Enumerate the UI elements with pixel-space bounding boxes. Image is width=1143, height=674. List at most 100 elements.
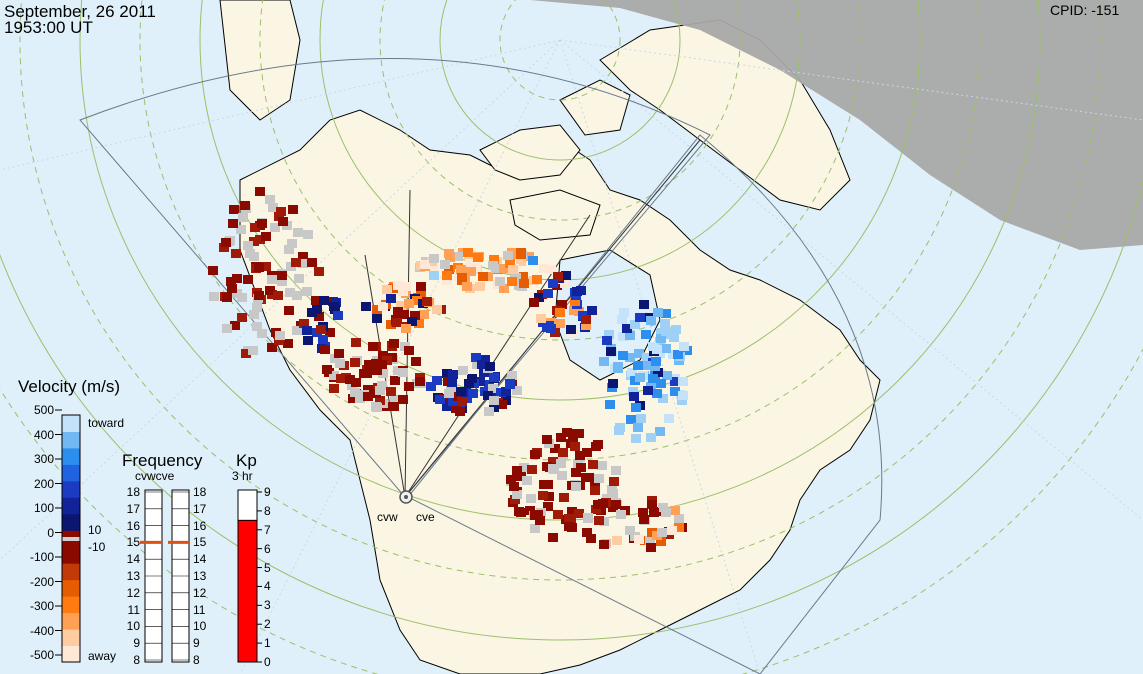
scatter-cell: [410, 311, 420, 320]
frequency-tick-label-left: 15: [126, 535, 140, 550]
scatter-cell: [625, 331, 635, 340]
scatter-cell: [303, 336, 313, 345]
kp-tick-label: 2: [264, 617, 271, 632]
scatter-cell: [475, 282, 485, 291]
scatter-cell: [571, 468, 581, 477]
scatter-cell: [440, 260, 450, 269]
velocity-tick-label: -500: [29, 648, 54, 662]
scatter-cell: [453, 392, 463, 401]
velocity-tick-label: -300: [29, 599, 54, 613]
scatter-cell: [575, 451, 585, 460]
scatter-cell: [671, 325, 681, 334]
scatter-cell: [679, 342, 689, 351]
scatter-cell: [678, 377, 688, 386]
scatter-cell: [497, 400, 507, 409]
scatter-cell: [375, 396, 385, 405]
scatter-cell: [277, 271, 287, 280]
scatter-cell: [257, 329, 267, 338]
scatter-cell: [649, 508, 659, 517]
scatter-cell: [538, 491, 548, 500]
scatter-cell: [674, 514, 684, 523]
scatter-cell: [420, 260, 430, 269]
scatter-cell: [228, 219, 238, 228]
scatter-cell: [512, 490, 522, 499]
scatter-cell: [412, 296, 422, 305]
frequency-tick-label-left: 10: [126, 619, 140, 634]
scatter-cell: [673, 350, 683, 359]
scatter-cell: [298, 252, 308, 261]
scatter-cell: [368, 342, 378, 351]
velocity-tick-label: 0: [47, 525, 54, 540]
scatter-cell: [581, 321, 591, 330]
scatter-cell: [626, 415, 636, 424]
velocity-color-swatch: [62, 447, 80, 465]
scatter-cell: [548, 457, 558, 466]
scatter-cell: [329, 302, 339, 311]
scatter-cell: [389, 402, 399, 411]
scatter-cell: [501, 387, 511, 396]
scatter-cell: [526, 494, 536, 503]
scatter-cell: [618, 351, 628, 360]
scatter-cell: [556, 459, 566, 468]
scatter-cell: [245, 249, 255, 258]
scatter-cell: [616, 510, 626, 519]
scatter-cell: [670, 377, 680, 386]
scatter-cell: [570, 297, 580, 306]
scatter-cell: [243, 241, 253, 250]
velocity-tick-label: 400: [33, 427, 54, 442]
scatter-cell: [401, 324, 411, 333]
scatter-cell: [250, 223, 260, 232]
velocity-color-swatch: [62, 563, 80, 581]
scatter-cell: [555, 308, 565, 317]
scatter-cell: [581, 315, 591, 324]
scatter-cell: [255, 235, 265, 244]
scatter-cell: [407, 317, 417, 326]
scatter-cell: [661, 309, 671, 318]
scatter-cell: [386, 387, 396, 396]
scatter-cell: [277, 277, 287, 286]
velocity-color-swatch: [62, 480, 80, 498]
scatter-cell: [670, 387, 680, 396]
scatter-cell: [658, 503, 668, 512]
scatter-cell: [588, 460, 598, 469]
frequency-tick-label-left: 9: [133, 636, 140, 651]
scatter-cell: [265, 286, 275, 295]
scatter-cell: [509, 482, 519, 491]
scatter-cell: [311, 296, 321, 305]
scatter-cell: [658, 394, 668, 403]
frequency-tick-label-right: 16: [193, 518, 207, 533]
frequency-tick-label-left: 8: [133, 653, 140, 667]
scatter-cell: [530, 524, 540, 533]
frequency-tick-label-left: 18: [126, 485, 140, 499]
scatter-cell: [393, 307, 403, 316]
scatter-cell: [319, 296, 329, 305]
velocity-zero-band: [62, 537, 80, 541]
scatter-cell: [243, 275, 253, 284]
scatter-cell: [314, 267, 324, 276]
scatter-cell: [404, 299, 414, 308]
scatter-cell: [274, 336, 284, 345]
scatter-cell: [464, 379, 474, 388]
scatter-cell: [599, 540, 609, 549]
scatter-cell: [609, 477, 619, 486]
scatter-cell: [570, 442, 580, 451]
scatter-cell: [611, 500, 621, 509]
velocity-tick-label: 100: [33, 501, 54, 515]
scatter-cell: [475, 377, 485, 386]
scatter-cell: [267, 343, 277, 352]
scatter-cell: [507, 371, 517, 380]
scatter-cell: [325, 328, 335, 337]
scatter-cell: [532, 275, 542, 284]
radar-fov: [79, 58, 883, 674]
scatter-cell: [478, 272, 488, 281]
kp-tick-label: 8: [264, 503, 271, 518]
scatter-cell: [276, 207, 286, 216]
velocity-color-swatch: [62, 546, 80, 564]
scatter-cell: [453, 252, 463, 261]
scatter-cell: [219, 243, 229, 252]
scatter-cell: [336, 374, 346, 383]
scatter-cell: [390, 395, 400, 404]
scatter-cell: [664, 414, 674, 423]
scatter-cell: [606, 347, 616, 356]
kp-tick-label: 0: [264, 655, 271, 669]
